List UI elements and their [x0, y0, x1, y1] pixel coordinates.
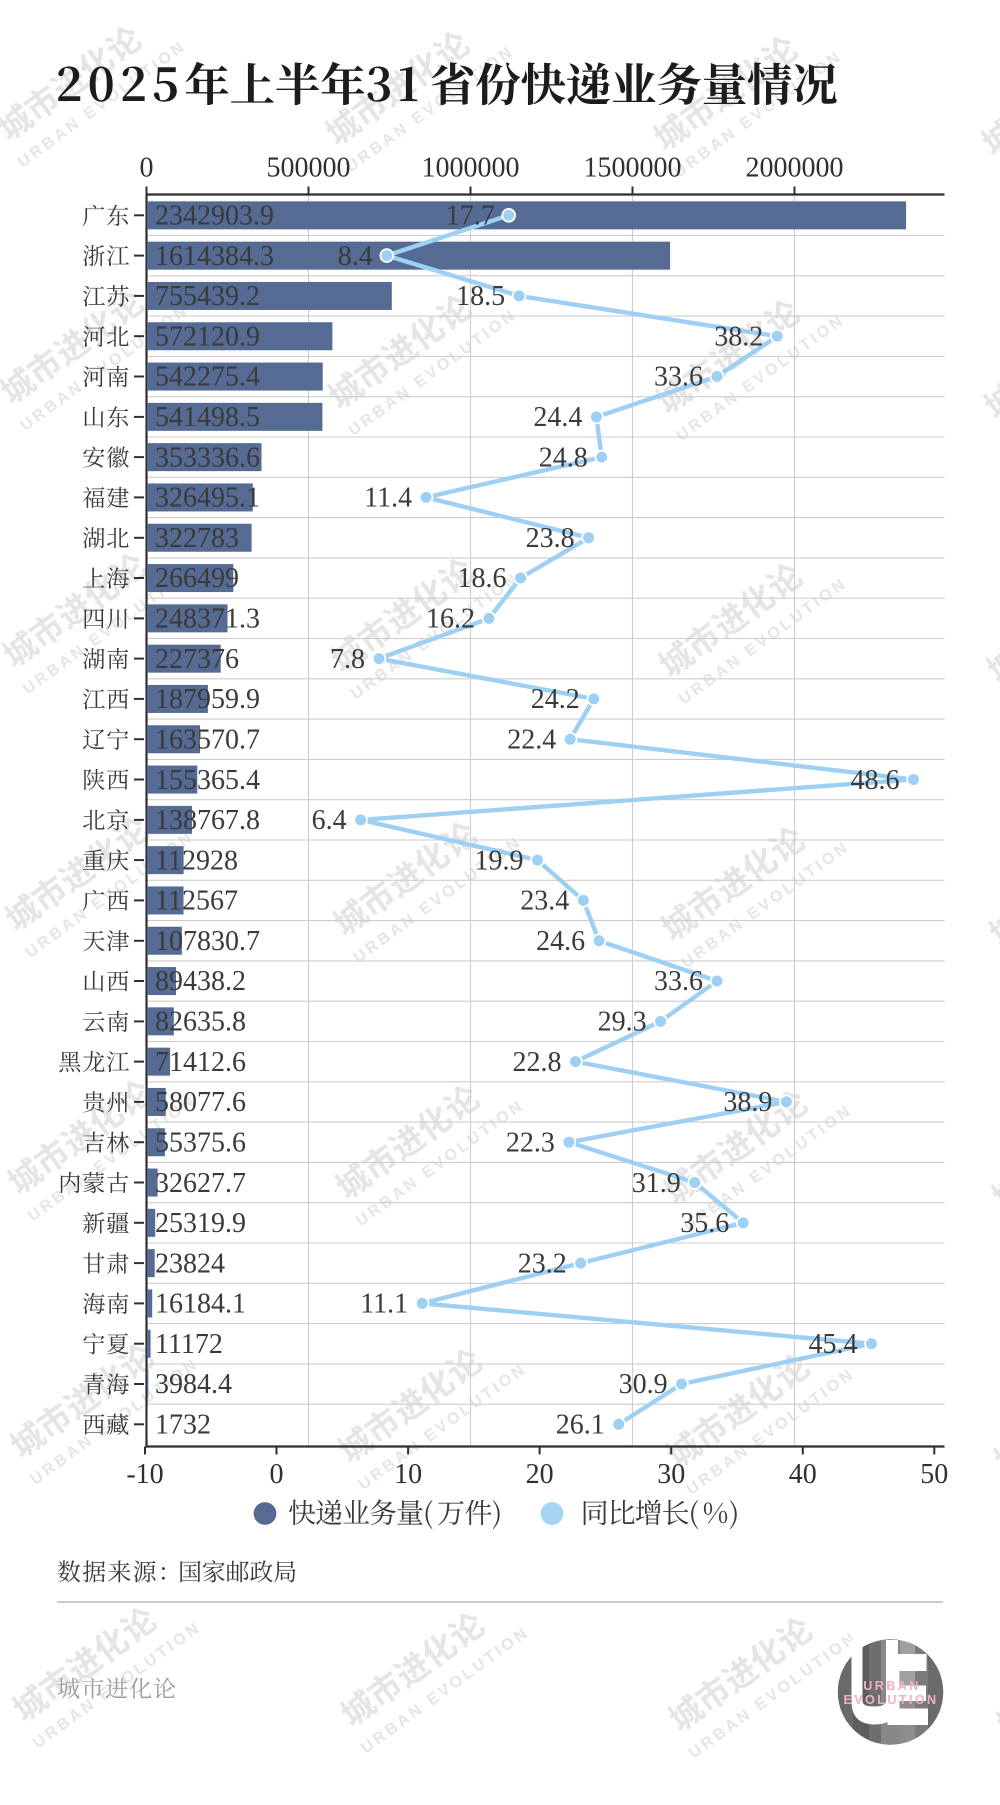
svg-text:24.8: 24.8: [539, 442, 588, 473]
svg-text:112567: 112567: [155, 886, 238, 917]
svg-text:33.6: 33.6: [654, 966, 703, 997]
svg-text:572120.9: 572120.9: [155, 321, 260, 352]
svg-text:2342903.9: 2342903.9: [155, 201, 274, 232]
svg-text:45.4: 45.4: [809, 1329, 858, 1360]
svg-text:755439.2: 755439.2: [155, 281, 260, 312]
svg-text:18.5: 18.5: [456, 281, 505, 312]
svg-text:30: 30: [657, 1459, 685, 1490]
svg-text:71412.6: 71412.6: [155, 1047, 246, 1078]
svg-text:35.6: 35.6: [680, 1208, 729, 1239]
svg-text:8.4: 8.4: [338, 241, 373, 272]
svg-text:107830.7: 107830.7: [155, 926, 260, 957]
svg-text:26.1: 26.1: [556, 1410, 605, 1441]
svg-text:URBAN: URBAN: [863, 1679, 920, 1693]
svg-text:24.2: 24.2: [531, 684, 580, 715]
svg-text:31.9: 31.9: [632, 1168, 681, 1199]
svg-text:187959.9: 187959.9: [155, 684, 260, 715]
svg-text:17.7: 17.7: [446, 201, 495, 232]
svg-text:0: 0: [140, 153, 154, 184]
svg-text:353336.6: 353336.6: [155, 442, 260, 473]
svg-text:23.4: 23.4: [520, 886, 569, 917]
svg-text:-10: -10: [126, 1459, 163, 1490]
svg-text:138767.8: 138767.8: [155, 805, 260, 836]
svg-text:38.9: 38.9: [723, 1087, 772, 1118]
svg-text:55375.6: 55375.6: [155, 1128, 246, 1159]
svg-text:500000: 500000: [267, 153, 351, 184]
svg-text:7.8: 7.8: [330, 644, 365, 675]
svg-text:23.8: 23.8: [526, 523, 575, 554]
svg-text:40: 40: [789, 1459, 817, 1490]
svg-text:542275.4: 542275.4: [155, 362, 260, 393]
svg-text:11.4: 11.4: [364, 483, 412, 514]
svg-text:20: 20: [526, 1459, 554, 1490]
svg-text:11172: 11172: [155, 1329, 223, 1360]
svg-text:19.9: 19.9: [475, 845, 524, 876]
svg-text:89438.2: 89438.2: [155, 966, 246, 997]
svg-text:25319.9: 25319.9: [155, 1208, 246, 1239]
svg-text:1614384.3: 1614384.3: [155, 241, 274, 272]
svg-text:248371.3: 248371.3: [155, 604, 260, 635]
svg-text:227376: 227376: [155, 644, 239, 675]
svg-text:11.1: 11.1: [360, 1289, 408, 1320]
svg-text:322783: 322783: [155, 523, 239, 554]
svg-text:38.2: 38.2: [714, 321, 763, 352]
svg-text:22.4: 22.4: [507, 725, 556, 756]
svg-text:155365.4: 155365.4: [155, 765, 260, 796]
svg-text:48.6: 48.6: [851, 765, 900, 796]
svg-text:1000000: 1000000: [422, 153, 520, 184]
svg-text:3984.4: 3984.4: [155, 1369, 232, 1400]
svg-text:23.2: 23.2: [518, 1248, 567, 1279]
svg-text:29.3: 29.3: [598, 1007, 647, 1038]
svg-text:326495.1: 326495.1: [155, 483, 260, 514]
svg-text:58077.6: 58077.6: [155, 1087, 246, 1118]
svg-text:32627.7: 32627.7: [155, 1168, 246, 1199]
svg-text:10: 10: [394, 1459, 422, 1490]
svg-text:EVOLUTION: EVOLUTION: [843, 1693, 938, 1707]
svg-text:16184.1: 16184.1: [155, 1289, 246, 1320]
svg-text:82635.8: 82635.8: [155, 1007, 246, 1038]
svg-text:33.6: 33.6: [654, 362, 703, 393]
svg-text:22.3: 22.3: [506, 1128, 555, 1159]
svg-text:30.9: 30.9: [619, 1369, 668, 1400]
svg-text:16.2: 16.2: [426, 604, 475, 635]
svg-text:112928: 112928: [155, 845, 238, 876]
svg-text:2000000: 2000000: [746, 153, 844, 184]
svg-text:24.6: 24.6: [536, 926, 585, 957]
svg-text:1500000: 1500000: [584, 153, 682, 184]
svg-text:1732: 1732: [155, 1410, 211, 1441]
svg-text:541498.5: 541498.5: [155, 402, 260, 433]
svg-text:50: 50: [920, 1459, 948, 1490]
svg-text:22.8: 22.8: [513, 1047, 562, 1078]
svg-text:18.6: 18.6: [458, 563, 507, 594]
svg-text:6.4: 6.4: [312, 805, 347, 836]
svg-text:23824: 23824: [155, 1248, 225, 1279]
svg-text:24.4: 24.4: [533, 402, 582, 433]
svg-text:266499: 266499: [155, 563, 239, 594]
svg-text:163570.7: 163570.7: [155, 725, 260, 756]
svg-text:0: 0: [270, 1459, 284, 1490]
